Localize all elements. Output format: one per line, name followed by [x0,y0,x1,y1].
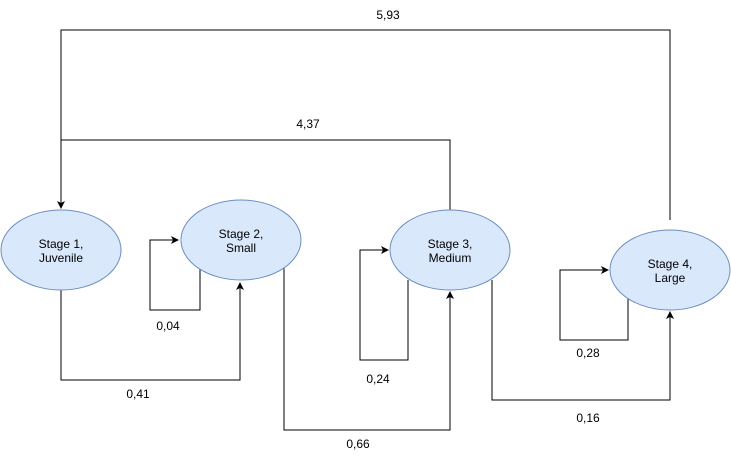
edge-label-stage2-self-loop: 0,04 [156,319,180,333]
node-stage3[interactable]: Stage 3, Medium [390,210,510,290]
edge-label-stage4-self-loop: 0,28 [576,346,600,360]
node-stage3-label-line2: Medium [429,251,472,265]
node-stage4[interactable]: Stage 4, Large [610,230,730,310]
edge-label-stage3-to-stage1: 4,37 [296,117,320,131]
edge-stage2-to-stage3 [284,268,450,430]
node-stage2-label-line1: Stage 2, [219,227,264,241]
edge-label-stage4-to-stage1: 5,93 [376,8,400,22]
node-stage1[interactable]: Stage 1, Juvenile [1,210,121,290]
node-stage1-label-line1: Stage 1, [39,237,84,251]
node-stage2-label-line2: Small [226,241,256,255]
node-stage2[interactable]: Stage 2, Small [181,200,301,280]
edge-label-stage3-to-stage4: 0,16 [576,411,600,425]
edge-label-stage3-self-loop: 0,24 [366,372,390,386]
node-stage4-label-line2: Large [655,271,686,285]
edge-label-stage2-to-stage3: 0,66 [346,437,370,451]
node-stage1-label-line2: Juvenile [39,251,83,265]
node-stage3-label-line1: Stage 3, [428,237,473,251]
node-stage4-label-line1: Stage 4, [648,257,693,271]
edge-stage4-to-stage1 [61,30,670,220]
edge-label-stage1-to-stage2: 0,41 [126,387,150,401]
edge-stage3-to-stage1 [61,140,450,210]
